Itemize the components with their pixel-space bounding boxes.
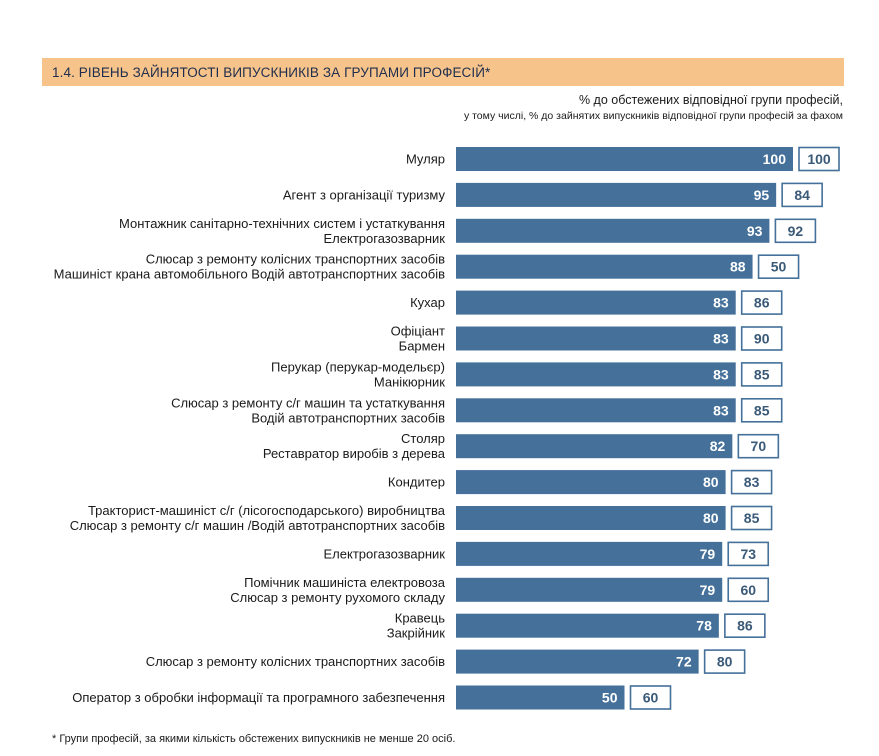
category-label: Муляр [406,152,445,167]
by-specialty-box [727,541,770,567]
by-specialty-box [781,182,823,208]
category-label: Тракторист-машиніст с/г (лісогосподарськ… [88,503,446,518]
footnote: * Групи професій, за якими кількість обс… [52,733,456,745]
by-specialty-value-label: 84 [794,187,810,203]
bar [456,649,699,674]
bar-value-label: 83 [713,366,729,382]
category-label: Оператор з обробки інформації та програм… [72,690,445,705]
bar [456,685,625,710]
by-specialty-box [629,685,672,710]
by-specialty-value-label: 60 [643,690,659,706]
bar [456,326,736,351]
category-label: Агент з організації туризму [283,187,446,202]
by-specialty-value-label: 50 [771,259,787,275]
by-specialty-box [774,218,817,244]
by-specialty-value-label: 60 [740,582,756,598]
bar-value-label: 80 [703,510,719,526]
by-specialty-value-label: 100 [807,151,831,167]
by-specialty-box [740,290,783,315]
bar [456,398,736,423]
bar-value-label: 72 [676,654,692,670]
category-label: Слюсар з ремонту колісних транспортних з… [146,654,445,669]
category-label: Столяр [401,431,445,446]
bar [456,434,733,459]
bar-value-label: 83 [713,402,729,418]
by-specialty-box [740,326,783,351]
by-specialty-value-label: 86 [737,618,753,634]
category-label: Манікюрник [374,374,445,389]
bar [456,218,770,243]
category-label: Машиніст крана автомобільного Водій авто… [54,267,445,282]
chart-subtitle-secondary: у тому числі, % до зайнятих випускників … [463,110,843,122]
category-label: Електрогазозварник [324,546,446,561]
by-specialty-box [730,469,773,495]
by-specialty-box [730,505,773,531]
bar [456,470,726,495]
bar-value-label: 88 [730,259,746,275]
category-label: Помічник машиніста електровоза [244,575,446,590]
category-label: Слюсар з ремонту с/г машин та устаткуван… [171,395,445,410]
by-specialty-box [724,613,766,639]
bar [456,541,723,566]
bar-value-label: 95 [754,187,770,203]
category-label: Кухар [410,295,445,310]
bar-value-label: 79 [700,546,716,562]
by-specialty-box [757,254,800,279]
by-specialty-box [740,362,783,387]
by-specialty-value-label: 90 [754,331,770,347]
by-specialty-box [740,397,783,423]
bar-value-label: 50 [602,690,618,706]
by-specialty-value-label: 92 [788,223,804,239]
bar-value-label: 93 [747,223,763,239]
bar-value-label: 100 [763,151,787,167]
by-specialty-value-label: 73 [740,546,756,562]
by-specialty-value-label: 70 [751,438,767,454]
category-label: Закрійник [387,626,446,641]
category-label: Водій автотранспортних засобів [251,410,445,425]
bar [456,182,777,207]
bar [456,613,719,638]
chart-subtitle-primary: % до обстежених відповідної групи профес… [578,93,843,107]
category-label: Електрогазозварник [324,231,446,246]
bar [456,362,736,387]
bar [456,577,723,602]
by-specialty-value-label: 85 [744,510,760,526]
category-label: Кондитер [388,475,445,490]
bar [456,254,753,279]
bar-value-label: 82 [710,438,726,454]
bar-value-label: 83 [713,331,729,347]
by-specialty-value-label: 85 [754,402,770,418]
category-label: Перукар (перукар-модельєр) [271,359,445,374]
by-specialty-box [737,433,780,459]
bar-value-label: 80 [703,474,719,490]
by-specialty-box [703,649,746,674]
chart-title: 1.4. РІВЕНЬ ЗАЙНЯТОСТІ ВИПУСКНИКІВ ЗА ГР… [52,64,491,80]
by-specialty-box [727,577,770,603]
category-label: Офіціант [391,324,445,339]
bar-value-label: 83 [713,295,729,311]
category-label: Монтажник санітарно-технічних систем і у… [119,216,445,231]
by-specialty-value-label: 86 [754,295,770,311]
category-label: Реставратор виробів з дерева [263,446,446,461]
bar [456,290,736,315]
by-specialty-box [798,146,840,172]
category-label: Слюсар з ремонту колісних транспортних з… [146,252,445,267]
bar-value-label: 79 [700,582,716,598]
category-label: Кравець [395,611,445,626]
bar-value-label: 78 [696,618,712,634]
category-label: Слюсар з ремонту с/г машин /Водій автотр… [70,518,445,533]
category-label: Слюсар з ремонту рухомого складу [230,590,445,605]
bar [456,506,726,530]
chart-title-bar: 1.4. РІВЕНЬ ЗАЙНЯТОСТІ ВИПУСКНИКІВ ЗА ГР… [42,58,844,86]
category-label: Бармен [399,339,445,354]
bar [456,147,793,171]
by-specialty-value-label: 80 [717,654,733,670]
by-specialty-value-label: 85 [754,366,770,382]
by-specialty-value-label: 83 [744,474,760,490]
